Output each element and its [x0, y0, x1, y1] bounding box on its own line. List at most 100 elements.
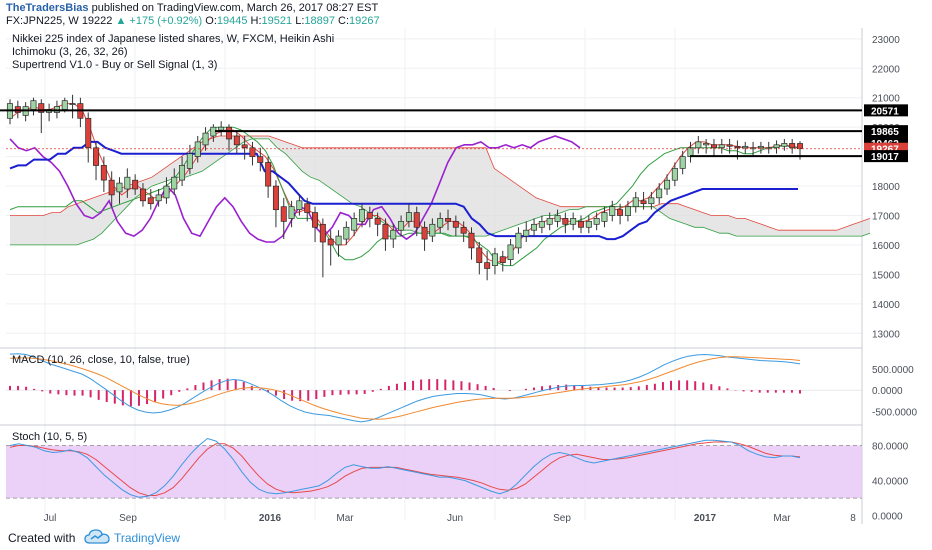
- price-label-text: 19865: [871, 127, 899, 138]
- candle-body: [445, 218, 452, 222]
- candle-body: [218, 126, 225, 131]
- candle-body: [593, 218, 600, 225]
- chart-background: [0, 0, 932, 524]
- candle-body: [186, 153, 193, 169]
- macd-label[interactable]: MACD (10, 26, close, 10, false, true): [12, 354, 190, 366]
- candle-body: [61, 100, 68, 110]
- chikou-line: [9, 135, 581, 243]
- time-tick-label: Jul: [44, 513, 57, 524]
- candle-body: [343, 226, 350, 240]
- candle-body: [757, 145, 764, 149]
- stoch-tick-label: 80.0000: [872, 442, 909, 453]
- stoch-d-line: [9, 441, 801, 496]
- close-label: C:: [338, 15, 350, 27]
- candle-body: [351, 218, 358, 231]
- open-value: 19445: [216, 15, 248, 27]
- ichimoku-label[interactable]: Ichimoku (3, 26, 32, 26): [12, 46, 128, 58]
- time-tick-label: Sep: [553, 513, 571, 524]
- candle-body: [538, 221, 545, 228]
- time-axis[interactable]: Jul Sep 2016 Mar Jun Sep 2017 Mar 8: [44, 513, 857, 524]
- candle-body: [280, 206, 287, 222]
- candle-body: [257, 156, 264, 163]
- candle-body: [93, 147, 100, 166]
- candle-body: [304, 203, 311, 213]
- candle-body: [671, 168, 678, 181]
- candle-body: [147, 197, 154, 205]
- candle-body: [695, 141, 702, 149]
- price-label-box: [864, 125, 908, 138]
- candle-body: [664, 179, 671, 190]
- candle-body: [390, 229, 397, 240]
- candle-body: [265, 162, 272, 187]
- low-label: L:: [295, 15, 305, 27]
- candle-body: [640, 200, 647, 205]
- candle-body: [288, 206, 295, 219]
- candle-body: [726, 144, 733, 147]
- created-with-text: Created with: [8, 531, 76, 545]
- candle-body: [624, 206, 631, 216]
- candle-body: [437, 218, 444, 228]
- candle-body: [124, 176, 131, 190]
- candle-body: [116, 182, 123, 193]
- tradingview-brand[interactable]: TradingView: [114, 531, 181, 545]
- author-link[interactable]: TheTradersBias: [6, 2, 89, 14]
- candle-body: [85, 117, 92, 149]
- candle-body: [531, 223, 538, 231]
- time-tick-label: Sep: [119, 513, 137, 524]
- price-tick-label: 16000: [872, 241, 900, 252]
- candle-body: [335, 235, 342, 246]
- candle-body: [163, 185, 170, 199]
- supertrend-label[interactable]: Supertrend V1.0 - Buy or Sell Signal (1,…: [12, 59, 218, 71]
- macd-pane: [6, 353, 862, 423]
- candle-body: [648, 197, 655, 205]
- candle-body: [382, 223, 389, 240]
- candle-body: [781, 143, 788, 147]
- candle-body: [132, 179, 139, 190]
- candle-body: [507, 244, 514, 260]
- signal-line: [9, 356, 801, 420]
- time-tick-label: 8: [850, 513, 856, 524]
- candle-body: [155, 194, 162, 202]
- candle-body: [499, 256, 506, 263]
- symbol-name[interactable]: FX:JPN225, W: [6, 15, 79, 27]
- candle-body: [358, 209, 365, 222]
- cloud-fill: [10, 136, 870, 245]
- time-tick-label: Jun: [447, 513, 463, 524]
- candle-body: [296, 200, 303, 210]
- horizontal-levels[interactable]: [0, 109, 862, 158]
- candle-body: [405, 212, 412, 222]
- candle-body: [491, 253, 498, 266]
- candle-body: [327, 238, 334, 246]
- supertrend-line: [9, 140, 798, 241]
- candle-body: [554, 215, 561, 222]
- price-label-box: [864, 150, 908, 163]
- candle-body: [421, 226, 428, 240]
- candle-body: [226, 126, 233, 140]
- time-tick-label: 2017: [694, 513, 717, 524]
- candle-body: [202, 132, 209, 146]
- candle-body: [515, 232, 522, 249]
- candle-body: [679, 156, 686, 169]
- price-tick-label: 21000: [872, 94, 900, 105]
- candle-body: [742, 145, 749, 149]
- candle-body: [617, 209, 624, 216]
- candle-body: [241, 144, 248, 149]
- up-arrow-icon: ▲: [115, 15, 127, 27]
- candle-body: [366, 212, 373, 219]
- candle-body: [413, 212, 420, 228]
- series-title[interactable]: Nikkei 225 index of Japanese listed shar…: [12, 33, 335, 45]
- candle-body: [272, 185, 279, 211]
- publish-line: TheTradersBias published on TradingView.…: [6, 2, 378, 14]
- candle-body: [609, 206, 616, 216]
- macd-line: [9, 353, 801, 423]
- price-tick-label: 13000: [872, 329, 900, 340]
- price-label-text: 20571: [871, 106, 899, 117]
- tradingview-cloud-icon[interactable]: [84, 528, 110, 546]
- candle-body: [789, 143, 796, 149]
- price-axis[interactable]: 1300014000150001600017000180001900020000…: [864, 35, 917, 523]
- price-change: +175 (+0.92%): [129, 15, 203, 27]
- stoch-label[interactable]: Stoch (10, 5, 5): [12, 431, 88, 443]
- candle-body: [460, 226, 467, 234]
- candle-body: [100, 165, 107, 181]
- candle-body: [38, 103, 45, 113]
